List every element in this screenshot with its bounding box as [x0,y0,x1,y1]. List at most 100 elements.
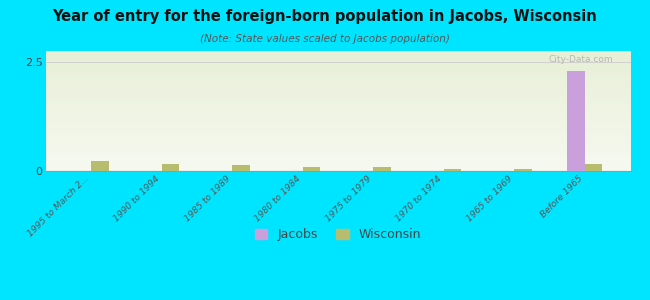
Bar [46,94,630,95]
Bar [46,104,630,105]
Bar [46,160,630,161]
Bar [46,154,630,155]
Bar [46,142,630,143]
Bar [46,136,630,137]
Bar [46,155,630,156]
Bar [46,80,630,81]
Bar [46,162,630,163]
Bar [46,103,630,104]
Bar [46,69,630,70]
Bar [46,82,630,83]
Bar [46,123,630,124]
Bar [46,111,630,112]
Bar [46,137,630,138]
Bar [46,169,630,170]
Bar [46,66,630,67]
Bar [46,139,630,140]
Bar [46,77,630,78]
Bar [46,130,630,131]
Bar [46,51,630,52]
Bar [46,99,630,100]
Bar [46,61,630,62]
Bar [46,149,630,150]
Bar [46,60,630,61]
Bar [46,170,630,171]
Bar [46,83,630,84]
Bar [46,58,630,59]
Bar [46,92,630,93]
Bar [46,119,630,120]
Text: (Note: State values scaled to Jacobs population): (Note: State values scaled to Jacobs pop… [200,34,450,44]
Bar [46,79,630,80]
Bar [46,105,630,106]
Bar [46,159,630,160]
Bar [46,90,630,91]
Bar [46,57,630,58]
Bar [46,87,630,88]
Bar [91,161,109,171]
Bar [46,158,630,159]
Bar [46,153,630,154]
Bar [46,131,630,132]
Bar [46,93,630,94]
Bar [46,65,630,66]
Bar [46,122,630,123]
Bar [46,117,630,118]
Bar [46,64,630,65]
Bar [46,74,630,75]
Bar [46,163,630,164]
Bar [514,169,532,171]
Bar [46,85,630,86]
Bar [46,53,630,54]
Bar [46,124,630,125]
Bar [46,68,630,69]
Bar [46,114,630,115]
Bar [46,112,630,113]
Bar [46,138,630,139]
Bar [46,121,630,122]
Bar [46,148,630,149]
Bar [46,91,630,92]
Bar [46,95,630,96]
Bar [46,116,630,117]
Bar [46,168,630,169]
Bar [585,164,603,171]
Bar [46,146,630,147]
Bar [46,76,630,77]
Bar [46,62,630,63]
Bar [46,133,630,134]
Text: Year of entry for the foreign-born population in Jacobs, Wisconsin: Year of entry for the foreign-born popul… [53,9,597,24]
Bar [46,157,630,158]
Bar [46,86,630,87]
Bar [444,169,462,171]
Bar [46,71,630,72]
Bar [46,56,630,57]
Bar [46,129,630,130]
Bar [46,81,630,82]
Bar [46,125,630,126]
Bar [46,164,630,165]
Bar [46,152,630,153]
Bar [46,141,630,142]
Bar [46,140,630,141]
Bar [46,59,630,60]
Bar [46,151,630,152]
Bar [46,107,630,108]
Bar [46,89,630,90]
Bar [46,109,630,110]
Bar [46,54,630,55]
Bar [46,102,630,103]
Bar [46,118,630,119]
Bar [46,70,630,71]
Text: City-Data.com: City-Data.com [549,55,613,64]
Bar [46,72,630,73]
Bar [232,165,250,171]
Bar [46,165,630,166]
Bar [303,167,320,171]
Bar [46,150,630,151]
Bar [46,108,630,109]
Bar [46,88,630,89]
Bar [46,126,630,127]
Bar [567,70,585,171]
Bar [46,110,630,111]
